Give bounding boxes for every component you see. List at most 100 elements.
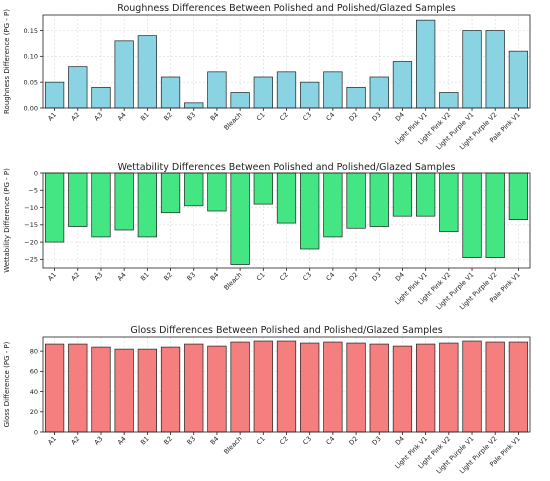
y-tick-label: −25 [24, 256, 38, 264]
bar-a3 [91, 346, 111, 433]
bar-bleach [230, 172, 250, 265]
bar-light-purple-v1 [462, 340, 482, 433]
bar-c4 [323, 341, 343, 433]
bar-b1 [137, 172, 157, 238]
bar-bleach [230, 92, 250, 109]
bar-c2 [276, 71, 297, 109]
x-tick-label: C1 [255, 271, 267, 283]
x-tick-label: C3 [301, 271, 313, 283]
bar-d3 [369, 172, 389, 227]
x-tick-label: B1 [139, 271, 151, 283]
bar-a4 [114, 172, 134, 231]
bar-a1 [44, 343, 65, 433]
bar-d4 [392, 345, 413, 433]
chart-panel-3: Gloss Differences Between Polished and P… [3, 325, 531, 475]
y-axis-label: Gloss Difference (PG - P) [3, 341, 11, 427]
x-tick-label: C2 [278, 435, 290, 447]
bar-c1 [253, 76, 273, 109]
bar-a1 [44, 172, 65, 243]
bar-c3 [300, 172, 320, 250]
x-tick-label: A2 [69, 271, 81, 283]
x-tick-label: C3 [301, 435, 313, 447]
x-tick-label: B2 [162, 435, 174, 447]
bar-b2 [160, 346, 181, 433]
bar-d2 [346, 342, 366, 433]
bar-b1 [137, 348, 157, 433]
y-axis-label: Roughness Difference (PG - P) [3, 9, 11, 114]
bar-a4 [114, 40, 134, 109]
x-tick-label: D3 [371, 271, 383, 283]
bar-c2 [276, 340, 297, 433]
x-tick-label: B3 [185, 435, 197, 447]
x-tick-label: C4 [324, 435, 336, 447]
y-axis-label: Wettability Difference (PG - P) [3, 168, 11, 273]
x-tick-label: C2 [278, 111, 290, 123]
bar-d2 [346, 86, 366, 109]
y-tick-label: 0 [34, 428, 38, 436]
x-tick-label: B2 [162, 111, 174, 123]
bar-b2 [160, 172, 181, 214]
x-tick-label: Bleach [222, 435, 243, 456]
bar-a1 [44, 81, 65, 109]
bar-a2 [68, 172, 88, 227]
x-tick-label: A3 [93, 271, 105, 283]
x-tick-label: Bleach [222, 111, 243, 132]
bar-b4 [207, 172, 227, 212]
x-tick-label: D4 [394, 271, 406, 283]
bar-d3 [369, 76, 389, 109]
bar-a3 [91, 172, 111, 238]
y-tick-label: −10 [24, 204, 38, 212]
x-tick-label: A4 [116, 435, 128, 447]
bar-c2 [276, 172, 297, 224]
x-tick-label: A2 [69, 435, 81, 447]
x-tick-label: D3 [371, 435, 383, 447]
x-tick-label: C1 [255, 111, 267, 123]
x-tick-label: A4 [116, 271, 128, 283]
bar-b3 [184, 343, 204, 433]
x-tick-label: B4 [209, 435, 221, 447]
bar-b4 [207, 71, 227, 109]
bar-c1 [253, 340, 273, 433]
bar-c3 [300, 81, 320, 109]
bar-light-purple-v2 [485, 172, 505, 258]
bar-c1 [253, 172, 273, 205]
bar-light-pink-v1 [416, 19, 436, 109]
bar-c4 [323, 71, 343, 109]
bar-light-pink-v2 [439, 92, 459, 109]
x-tick-label: C3 [301, 111, 313, 123]
y-tick-label: −15 [24, 221, 38, 229]
bar-pale-pink-v1 [508, 172, 529, 220]
y-tick-label: 0.00 [24, 104, 38, 112]
y-tick-label: 0.10 [24, 53, 38, 61]
bar-bleach [230, 341, 250, 433]
bar-a4 [114, 348, 134, 433]
x-tick-label: A2 [69, 111, 81, 123]
bar-light-pink-v1 [416, 172, 436, 217]
x-tick-label: C1 [255, 435, 267, 447]
bar-c4 [323, 172, 343, 238]
y-tick-label: −5 [28, 187, 38, 195]
chart-title: Gloss Differences Between Polished and P… [130, 325, 442, 336]
x-tick-label: A3 [93, 435, 105, 447]
chart-title: Roughness Differences Between Polished a… [117, 3, 455, 14]
y-tick-label: 0 [34, 169, 38, 177]
bar-d4 [392, 61, 413, 109]
y-tick-label: −20 [24, 238, 38, 246]
bar-pale-pink-v1 [508, 341, 529, 433]
x-tick-label: B4 [209, 271, 221, 283]
y-tick-label: 0.15 [24, 27, 38, 35]
y-tick-label: 60 [30, 368, 38, 376]
bar-light-pink-v2 [439, 172, 459, 233]
x-tick-label: D2 [347, 435, 359, 447]
x-tick-label: A4 [116, 111, 128, 123]
x-tick-label: B1 [139, 111, 151, 123]
y-tick-label: 0.05 [24, 78, 38, 86]
x-tick-label: D2 [347, 271, 359, 283]
x-tick-label: D4 [394, 111, 406, 123]
x-tick-label: C2 [278, 271, 290, 283]
bar-c3 [300, 342, 320, 433]
y-tick-label: 40 [30, 388, 38, 396]
bar-light-purple-v2 [485, 341, 505, 433]
chart-panel-1: Roughness Differences Between Polished a… [3, 3, 531, 151]
